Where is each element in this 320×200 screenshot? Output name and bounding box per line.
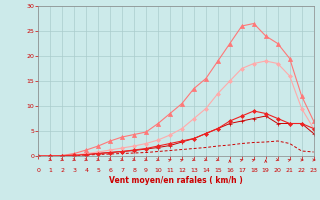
X-axis label: Vent moyen/en rafales ( km/h ): Vent moyen/en rafales ( km/h ) (109, 176, 243, 185)
